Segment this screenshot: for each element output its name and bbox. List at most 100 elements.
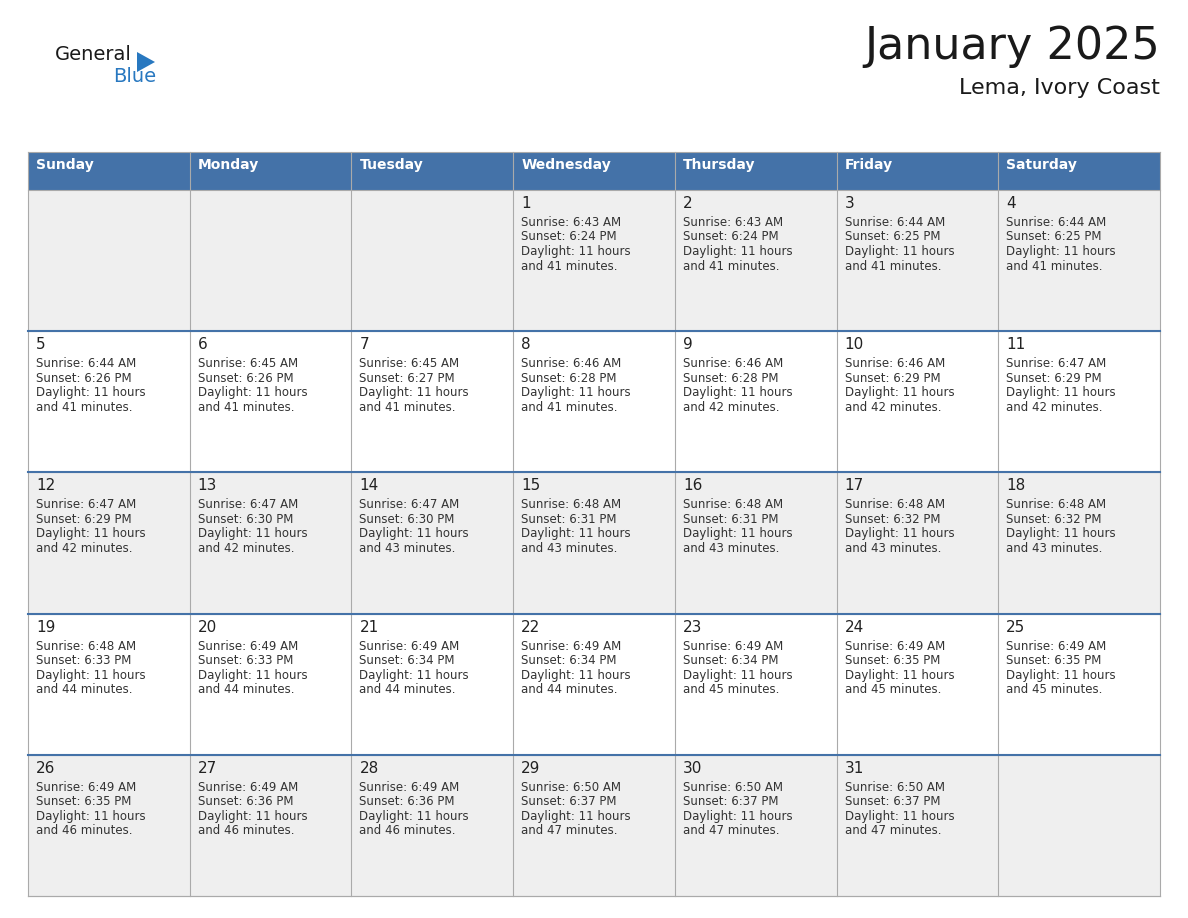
- Text: Daylight: 11 hours: Daylight: 11 hours: [845, 668, 954, 681]
- Text: Daylight: 11 hours: Daylight: 11 hours: [360, 810, 469, 823]
- Text: Sunrise: 6:44 AM: Sunrise: 6:44 AM: [1006, 216, 1106, 229]
- Bar: [675, 331, 836, 473]
- Text: Sunrise: 6:48 AM: Sunrise: 6:48 AM: [522, 498, 621, 511]
- Text: and 42 minutes.: and 42 minutes.: [1006, 400, 1102, 414]
- Bar: [675, 190, 836, 331]
- Text: and 41 minutes.: and 41 minutes.: [1006, 260, 1102, 273]
- Text: Sunrise: 6:49 AM: Sunrise: 6:49 AM: [845, 640, 944, 653]
- Text: 5: 5: [36, 337, 45, 353]
- Text: Sunrise: 6:49 AM: Sunrise: 6:49 AM: [360, 781, 460, 794]
- Text: 3: 3: [845, 196, 854, 211]
- Text: Sunrise: 6:48 AM: Sunrise: 6:48 AM: [1006, 498, 1106, 511]
- Text: Sunset: 6:30 PM: Sunset: 6:30 PM: [197, 513, 293, 526]
- Text: and 41 minutes.: and 41 minutes.: [522, 260, 618, 273]
- Bar: [836, 613, 998, 755]
- Text: 31: 31: [845, 761, 864, 776]
- Text: Sunset: 6:29 PM: Sunset: 6:29 PM: [845, 372, 940, 385]
- Text: Daylight: 11 hours: Daylight: 11 hours: [683, 810, 792, 823]
- Bar: [513, 613, 675, 755]
- Text: Sunrise: 6:45 AM: Sunrise: 6:45 AM: [197, 357, 298, 370]
- Text: Sunset: 6:25 PM: Sunset: 6:25 PM: [1006, 230, 1101, 243]
- Text: 7: 7: [360, 337, 369, 353]
- Text: 8: 8: [522, 337, 531, 353]
- Text: Daylight: 11 hours: Daylight: 11 hours: [360, 668, 469, 681]
- Text: Sunday: Sunday: [36, 158, 94, 172]
- Text: Sunrise: 6:46 AM: Sunrise: 6:46 AM: [845, 357, 944, 370]
- Text: Daylight: 11 hours: Daylight: 11 hours: [36, 386, 146, 399]
- Text: Daylight: 11 hours: Daylight: 11 hours: [845, 245, 954, 258]
- Bar: [190, 152, 352, 190]
- Bar: [998, 613, 1159, 755]
- Text: and 44 minutes.: and 44 minutes.: [36, 683, 133, 696]
- Bar: [352, 331, 513, 473]
- Bar: [675, 613, 836, 755]
- Text: and 45 minutes.: and 45 minutes.: [683, 683, 779, 696]
- Text: Sunrise: 6:47 AM: Sunrise: 6:47 AM: [197, 498, 298, 511]
- Text: 24: 24: [845, 620, 864, 634]
- Text: Sunset: 6:34 PM: Sunset: 6:34 PM: [683, 655, 778, 667]
- Text: Daylight: 11 hours: Daylight: 11 hours: [845, 386, 954, 399]
- Text: Sunrise: 6:49 AM: Sunrise: 6:49 AM: [197, 640, 298, 653]
- Text: Daylight: 11 hours: Daylight: 11 hours: [522, 386, 631, 399]
- Text: Sunrise: 6:48 AM: Sunrise: 6:48 AM: [683, 498, 783, 511]
- Bar: [998, 473, 1159, 613]
- Text: Daylight: 11 hours: Daylight: 11 hours: [197, 810, 308, 823]
- Text: Sunset: 6:31 PM: Sunset: 6:31 PM: [522, 513, 617, 526]
- Text: and 43 minutes.: and 43 minutes.: [683, 542, 779, 554]
- Text: 21: 21: [360, 620, 379, 634]
- Text: Daylight: 11 hours: Daylight: 11 hours: [845, 810, 954, 823]
- Text: Saturday: Saturday: [1006, 158, 1078, 172]
- Text: Sunset: 6:35 PM: Sunset: 6:35 PM: [845, 655, 940, 667]
- Text: Sunset: 6:29 PM: Sunset: 6:29 PM: [1006, 372, 1102, 385]
- Text: Sunset: 6:27 PM: Sunset: 6:27 PM: [360, 372, 455, 385]
- Text: 4: 4: [1006, 196, 1016, 211]
- Text: Daylight: 11 hours: Daylight: 11 hours: [522, 245, 631, 258]
- Bar: [352, 755, 513, 896]
- Text: Sunset: 6:24 PM: Sunset: 6:24 PM: [522, 230, 617, 243]
- Text: 11: 11: [1006, 337, 1025, 353]
- Text: Daylight: 11 hours: Daylight: 11 hours: [683, 386, 792, 399]
- Text: Thursday: Thursday: [683, 158, 756, 172]
- Text: Sunset: 6:28 PM: Sunset: 6:28 PM: [522, 372, 617, 385]
- Text: Sunset: 6:34 PM: Sunset: 6:34 PM: [360, 655, 455, 667]
- Text: 25: 25: [1006, 620, 1025, 634]
- Text: Sunrise: 6:49 AM: Sunrise: 6:49 AM: [522, 640, 621, 653]
- Bar: [352, 152, 513, 190]
- Text: Daylight: 11 hours: Daylight: 11 hours: [197, 386, 308, 399]
- Bar: [513, 331, 675, 473]
- Text: Sunrise: 6:50 AM: Sunrise: 6:50 AM: [845, 781, 944, 794]
- Text: Daylight: 11 hours: Daylight: 11 hours: [1006, 668, 1116, 681]
- Text: Wednesday: Wednesday: [522, 158, 611, 172]
- Text: Sunset: 6:37 PM: Sunset: 6:37 PM: [683, 795, 778, 809]
- Text: Daylight: 11 hours: Daylight: 11 hours: [522, 528, 631, 541]
- Bar: [513, 190, 675, 331]
- Bar: [513, 473, 675, 613]
- Bar: [836, 152, 998, 190]
- Text: and 41 minutes.: and 41 minutes.: [36, 400, 133, 414]
- Bar: [836, 755, 998, 896]
- Text: Sunrise: 6:45 AM: Sunrise: 6:45 AM: [360, 357, 460, 370]
- Polygon shape: [137, 52, 154, 72]
- Text: Sunrise: 6:44 AM: Sunrise: 6:44 AM: [845, 216, 944, 229]
- Text: Monday: Monday: [197, 158, 259, 172]
- Text: Daylight: 11 hours: Daylight: 11 hours: [683, 245, 792, 258]
- Text: and 41 minutes.: and 41 minutes.: [683, 260, 779, 273]
- Text: Sunset: 6:26 PM: Sunset: 6:26 PM: [36, 372, 132, 385]
- Bar: [675, 473, 836, 613]
- Text: 22: 22: [522, 620, 541, 634]
- Text: and 45 minutes.: and 45 minutes.: [1006, 683, 1102, 696]
- Text: Sunrise: 6:47 AM: Sunrise: 6:47 AM: [36, 498, 137, 511]
- Bar: [29, 473, 190, 613]
- Text: and 43 minutes.: and 43 minutes.: [845, 542, 941, 554]
- Bar: [29, 613, 190, 755]
- Text: 12: 12: [36, 478, 56, 493]
- Text: Daylight: 11 hours: Daylight: 11 hours: [845, 528, 954, 541]
- Bar: [675, 755, 836, 896]
- Text: Sunset: 6:35 PM: Sunset: 6:35 PM: [1006, 655, 1101, 667]
- Text: and 45 minutes.: and 45 minutes.: [845, 683, 941, 696]
- Text: Sunrise: 6:47 AM: Sunrise: 6:47 AM: [1006, 357, 1106, 370]
- Text: January 2025: January 2025: [864, 25, 1159, 68]
- Text: Sunset: 6:32 PM: Sunset: 6:32 PM: [1006, 513, 1101, 526]
- Text: and 44 minutes.: and 44 minutes.: [360, 683, 456, 696]
- Text: Daylight: 11 hours: Daylight: 11 hours: [522, 810, 631, 823]
